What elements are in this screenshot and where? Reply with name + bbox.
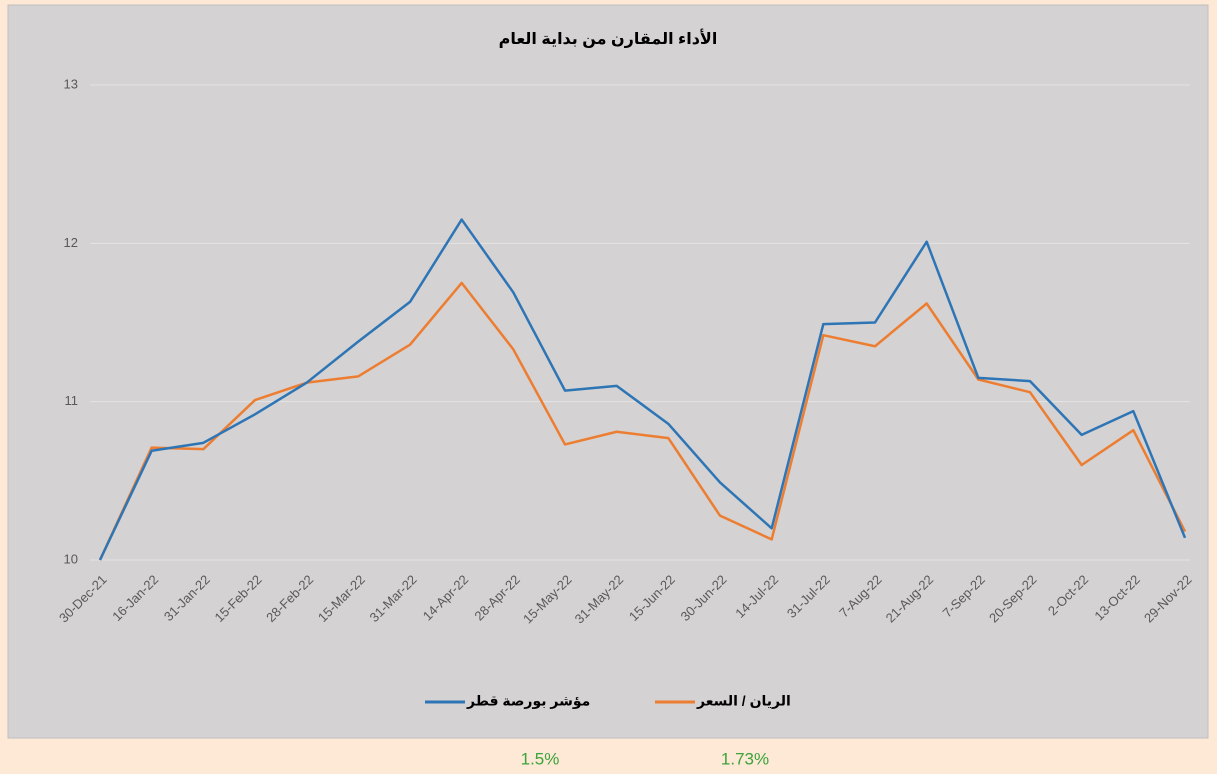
y-tick-label: 13 [64,76,78,91]
y-tick-label: 11 [65,393,79,408]
legend-label: مؤشر بورصة قطر [466,693,590,710]
y-tick-label: 12 [64,235,78,250]
data-line [98,281,1187,561]
footer-value: 1.5% [521,749,560,768]
legend-label: الريان / السعر [696,693,791,710]
y-tick-label: 10 [64,551,78,566]
footer-value: 1.73% [721,749,769,768]
data-line [98,218,1187,561]
chart-title: الأداء المقارن من بداية العام [499,29,718,48]
chart-area [7,4,1209,739]
